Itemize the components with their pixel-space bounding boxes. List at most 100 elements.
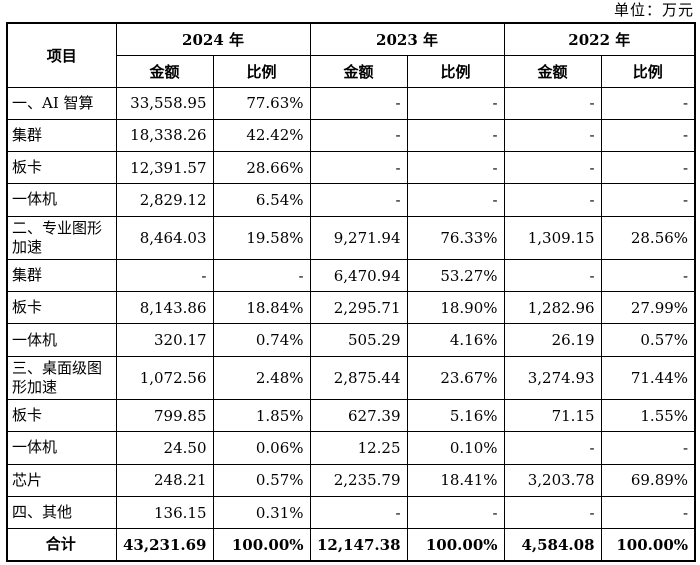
cell: 0.74% xyxy=(212,323,311,357)
row-label: 四、其他 xyxy=(6,495,117,530)
cell: 320.17 xyxy=(115,323,214,357)
cell: - xyxy=(309,86,408,120)
cell: 2,295.71 xyxy=(309,291,408,325)
cell: - xyxy=(309,183,408,217)
header-ratio: 比例 xyxy=(406,54,505,88)
cell: 18,338.26 xyxy=(115,118,214,153)
table-row: 四、其他 136.15 0.31% - - - - xyxy=(6,495,696,530)
cell: 43,231.69 xyxy=(115,528,214,562)
cell: 5.16% xyxy=(406,399,505,433)
cell: - xyxy=(600,151,696,185)
cell: 100.00% xyxy=(212,528,311,562)
header-amount: 金额 xyxy=(115,54,214,88)
table-row: 板卡 8,143.86 18.84% 2,295.71 18.90% 1,282… xyxy=(6,291,696,325)
cell: 18.90% xyxy=(406,291,505,325)
cell: 248.21 xyxy=(115,463,214,497)
row-label: 一体机 xyxy=(6,323,117,357)
header-ratio: 比例 xyxy=(212,54,311,88)
cell: 23.67% xyxy=(406,355,505,401)
cell: 33,558.95 xyxy=(115,86,214,120)
cell: - xyxy=(503,151,602,185)
cell: - xyxy=(600,118,696,153)
header-year-2022: 2022 年 xyxy=(503,22,696,56)
table-row: 二、专业图形加速 8,464.03 19.58% 9,271.94 76.33%… xyxy=(6,215,696,260)
cell: 0.57% xyxy=(212,463,311,497)
cell: 26.19 xyxy=(503,323,602,357)
cell: - xyxy=(600,431,696,465)
header-amount: 金额 xyxy=(503,54,602,88)
cell: 1.55% xyxy=(600,399,696,433)
cell: - xyxy=(503,118,602,153)
cell: - xyxy=(406,183,505,217)
cell: 24.50 xyxy=(115,431,214,465)
cell: 27.99% xyxy=(600,291,696,325)
cell: - xyxy=(406,86,505,120)
row-label: 集群 xyxy=(6,258,117,293)
cell: 1,072.56 xyxy=(115,355,214,401)
cell: 18.84% xyxy=(212,291,311,325)
cell: 627.39 xyxy=(309,399,408,433)
cell: 0.31% xyxy=(212,495,311,530)
header-year-2023: 2023 年 xyxy=(309,22,505,56)
cell: 28.66% xyxy=(212,151,311,185)
revenue-table: 项目 2024 年 2023 年 2022 年 金额 比例 金额 比例 金额 比… xyxy=(6,22,697,562)
cell: 1,282.96 xyxy=(503,291,602,325)
cell: 2,235.79 xyxy=(309,463,408,497)
cell: 69.89% xyxy=(600,463,696,497)
table-row: 集群 - - 6,470.94 53.27% - - xyxy=(6,258,696,293)
cell: 4,584.08 xyxy=(503,528,602,562)
cell: - xyxy=(503,495,602,530)
table-row: 集群 18,338.26 42.42% - - - - xyxy=(6,118,696,153)
cell: 19.58% xyxy=(212,215,311,260)
cell: 799.85 xyxy=(115,399,214,433)
cell: 12,391.57 xyxy=(115,151,214,185)
cell: 77.63% xyxy=(212,86,311,120)
row-label: 三、桌面级图形加速 xyxy=(6,355,117,401)
table-row: 一体机 320.17 0.74% 505.29 4.16% 26.19 0.57… xyxy=(6,323,696,357)
header-amount: 金额 xyxy=(309,54,408,88)
cell: - xyxy=(503,86,602,120)
row-label: 芯片 xyxy=(6,463,117,497)
table-row: 板卡 12,391.57 28.66% - - - - xyxy=(6,151,696,185)
cell: 2,829.12 xyxy=(115,183,214,217)
header-ratio: 比例 xyxy=(600,54,696,88)
cell: - xyxy=(309,495,408,530)
cell: 71.44% xyxy=(600,355,696,401)
cell: - xyxy=(406,151,505,185)
unit-label: 单位：万元 xyxy=(613,1,694,19)
header-item: 项目 xyxy=(6,22,117,88)
cell: - xyxy=(503,431,602,465)
table-row: 板卡 799.85 1.85% 627.39 5.16% 71.15 1.55% xyxy=(6,399,696,433)
cell: 42.42% xyxy=(212,118,311,153)
cell: 0.06% xyxy=(212,431,311,465)
row-label: 集群 xyxy=(6,118,117,153)
cell: 100.00% xyxy=(600,528,696,562)
total-row: 合计 43,231.69 100.00% 12,147.38 100.00% 4… xyxy=(6,528,696,562)
cell: 12.25 xyxy=(309,431,408,465)
cell: - xyxy=(309,151,408,185)
cell: 9,271.94 xyxy=(309,215,408,260)
cell: - xyxy=(600,86,696,120)
row-label: 一体机 xyxy=(6,431,117,465)
cell: 136.15 xyxy=(115,495,214,530)
table-row: 三、桌面级图形加速 1,072.56 2.48% 2,875.44 23.67%… xyxy=(6,355,696,401)
row-label: 板卡 xyxy=(6,399,117,433)
cell: 3,274.93 xyxy=(503,355,602,401)
cell: 71.15 xyxy=(503,399,602,433)
cell: 0.57% xyxy=(600,323,696,357)
row-label: 板卡 xyxy=(6,151,117,185)
cell: 76.33% xyxy=(406,215,505,260)
cell: - xyxy=(309,118,408,153)
cell: - xyxy=(212,258,311,293)
cell: 53.27% xyxy=(406,258,505,293)
cell: 28.56% xyxy=(600,215,696,260)
cell: 3,203.78 xyxy=(503,463,602,497)
table-row: 一体机 2,829.12 6.54% - - - - xyxy=(6,183,696,217)
cell: 8,464.03 xyxy=(115,215,214,260)
row-label: 合计 xyxy=(6,528,117,562)
cell: - xyxy=(406,495,505,530)
row-label: 板卡 xyxy=(6,291,117,325)
cell: - xyxy=(600,183,696,217)
cell: 4.16% xyxy=(406,323,505,357)
cell: 1.85% xyxy=(212,399,311,433)
